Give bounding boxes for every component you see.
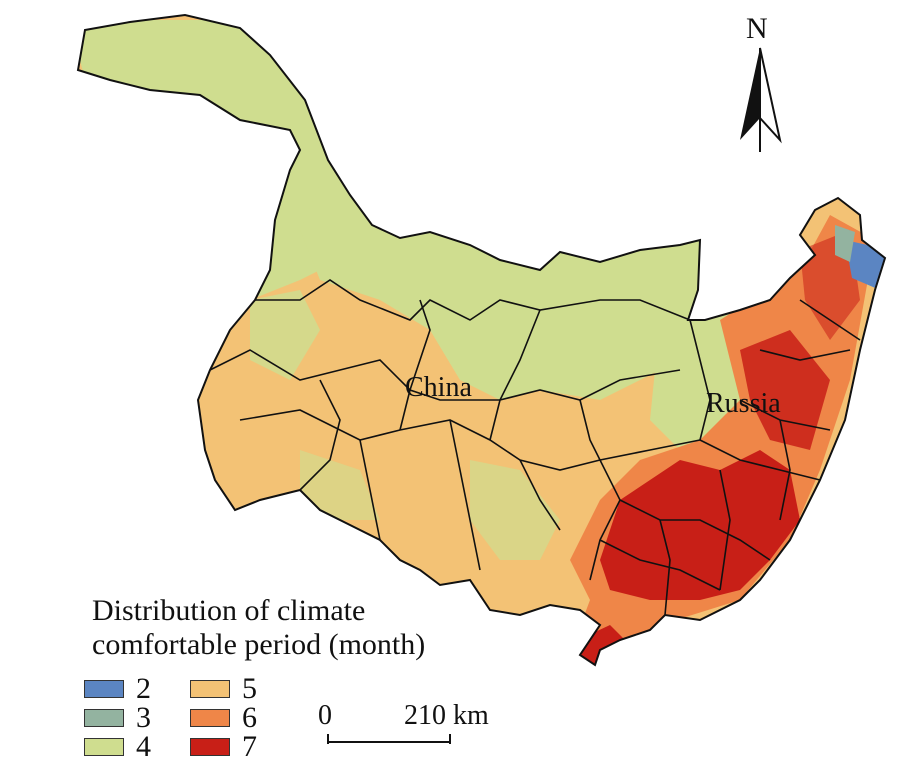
legend-label-7: 7 (242, 730, 257, 763)
legend-swatch-7 (190, 738, 230, 756)
legend-swatch-2 (84, 680, 124, 698)
north-letter: N (746, 12, 768, 45)
legend-label-4: 4 (136, 730, 151, 763)
legend-item-5: 5 (190, 672, 257, 705)
legend-swatch-4 (84, 738, 124, 756)
legend-label-3: 3 (136, 701, 151, 734)
legend-item-2: 2 (84, 672, 151, 705)
scale-bar-icon (327, 734, 451, 744)
scale-start-label: 0 (318, 700, 332, 731)
scale-end-label: 210 km (404, 700, 489, 731)
north-arrow-icon (740, 47, 782, 152)
admin-boundaries (209, 279, 861, 616)
legend-swatch-5 (190, 680, 230, 698)
legend-item-3: 3 (84, 701, 151, 734)
legend-item-6: 6 (190, 701, 257, 734)
legend-item-4: 4 (84, 730, 151, 763)
label-china: China (405, 372, 472, 403)
legend-label-6: 6 (242, 701, 257, 734)
legend-title-line1: Distribution of climate (92, 594, 366, 627)
label-russia: Russia (706, 388, 781, 419)
legend-label-2: 2 (136, 672, 151, 705)
legend-swatch-3 (84, 709, 124, 727)
legend-swatch-6 (190, 709, 230, 727)
legend-title-line2: comfortable period (month) (92, 628, 426, 661)
legend-label-5: 5 (242, 672, 257, 705)
legend-item-7: 7 (190, 730, 257, 763)
